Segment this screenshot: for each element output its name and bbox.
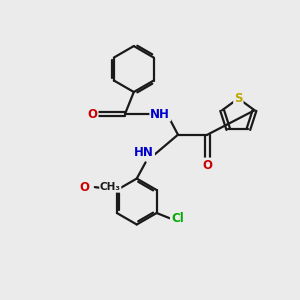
Text: HN: HN [134, 146, 154, 159]
Text: CH₃: CH₃ [100, 182, 121, 192]
Text: Cl: Cl [171, 212, 184, 225]
Text: O: O [202, 158, 212, 172]
Text: NH: NH [150, 108, 170, 121]
Text: S: S [234, 92, 243, 105]
Text: O: O [88, 108, 98, 121]
Text: O: O [80, 181, 89, 194]
